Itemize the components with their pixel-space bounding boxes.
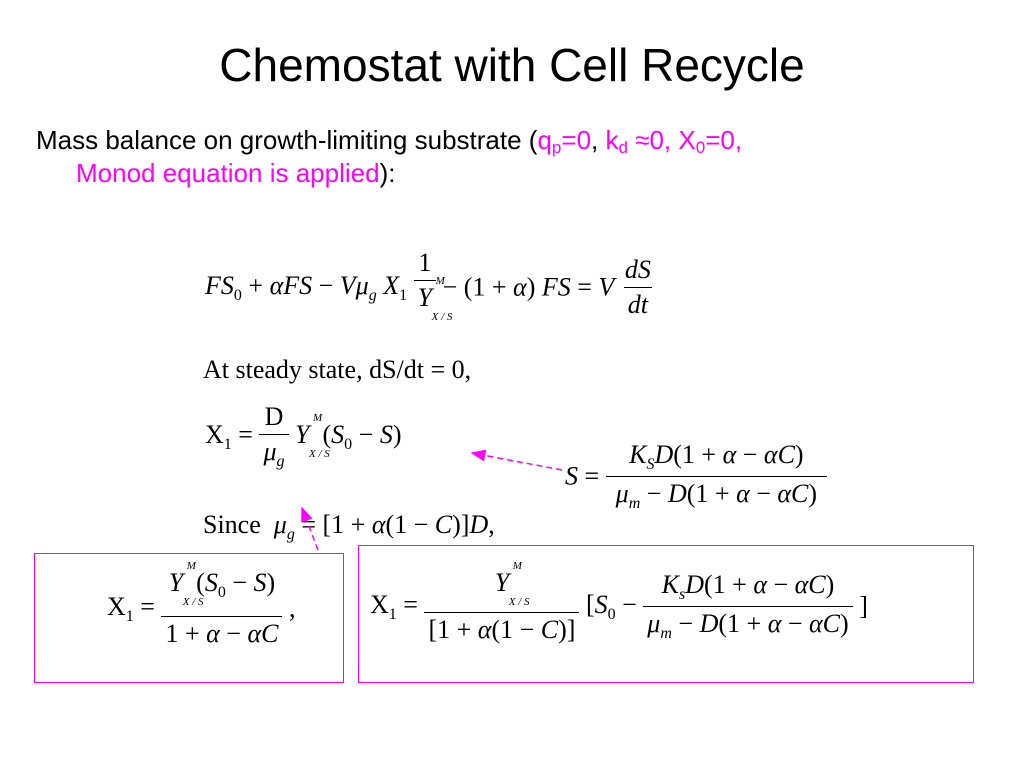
kd-x0-term: kd ≈0, X0=0,	[605, 125, 743, 157]
bullet-mass-balance: Mass balance on growth-limiting substrat…	[36, 125, 743, 188]
qp-term: qp=0	[537, 125, 592, 157]
slide-title: Chemostat with Cell Recycle	[219, 39, 805, 91]
steady-state-text: At steady state, dS/dt = 0,	[203, 355, 472, 384]
monod-note: Monod equation is applied	[76, 158, 380, 188]
since-equation: Since μg = [1 + α(1 − C)]D,	[203, 510, 495, 543]
equation-s: S = KSD(1 + α − αC) μm − D(1 + α − αC)	[565, 440, 828, 513]
result-box-right	[358, 545, 974, 683]
result-box-left	[34, 553, 344, 683]
